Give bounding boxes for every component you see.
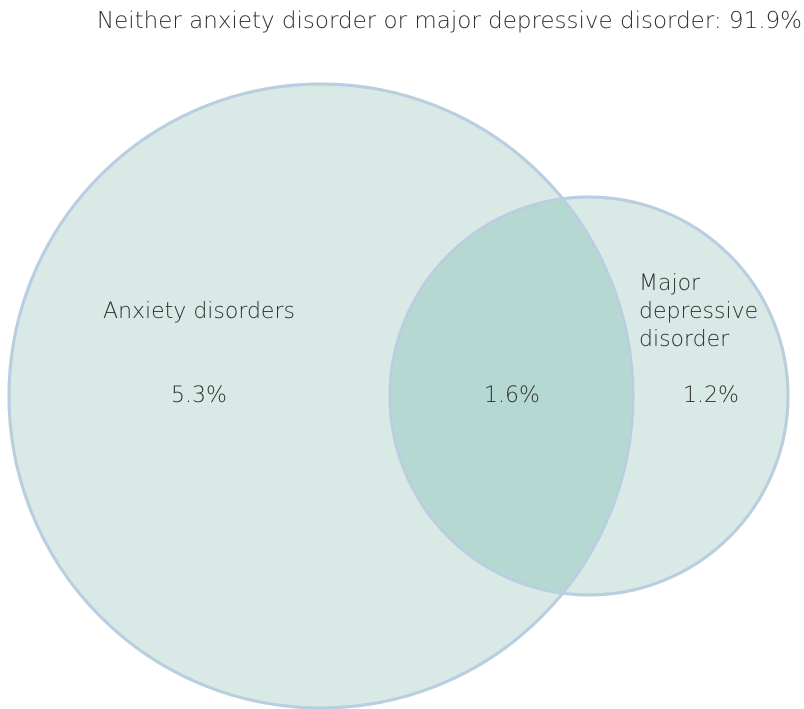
anxiety-disorders-label-line: Anxiety disorders [103, 299, 295, 324]
major-depressive-disorder-label-line: Major [639, 271, 701, 296]
anxiety-disorders-value: 5.3% [171, 383, 227, 408]
overlap-value: 1.6% [484, 383, 540, 408]
major-depressive-disorder-outline [388, 195, 790, 597]
major-depressive-disorder-value: 1.2% [683, 383, 739, 408]
major-depressive-disorder-label-line: disorder [639, 327, 730, 352]
overlap-region [390, 197, 633, 595]
anxiety-disorders-outline [7, 82, 635, 709]
major-depressive-disorder-label-line: depressive [639, 299, 758, 324]
major-depressive-disorder-label: Major depressive disorder [639, 271, 765, 352]
anxiety-disorders-label: Anxiety disorders [103, 299, 295, 324]
outside-label: Neither anxiety disorder or major depres… [97, 8, 802, 34]
